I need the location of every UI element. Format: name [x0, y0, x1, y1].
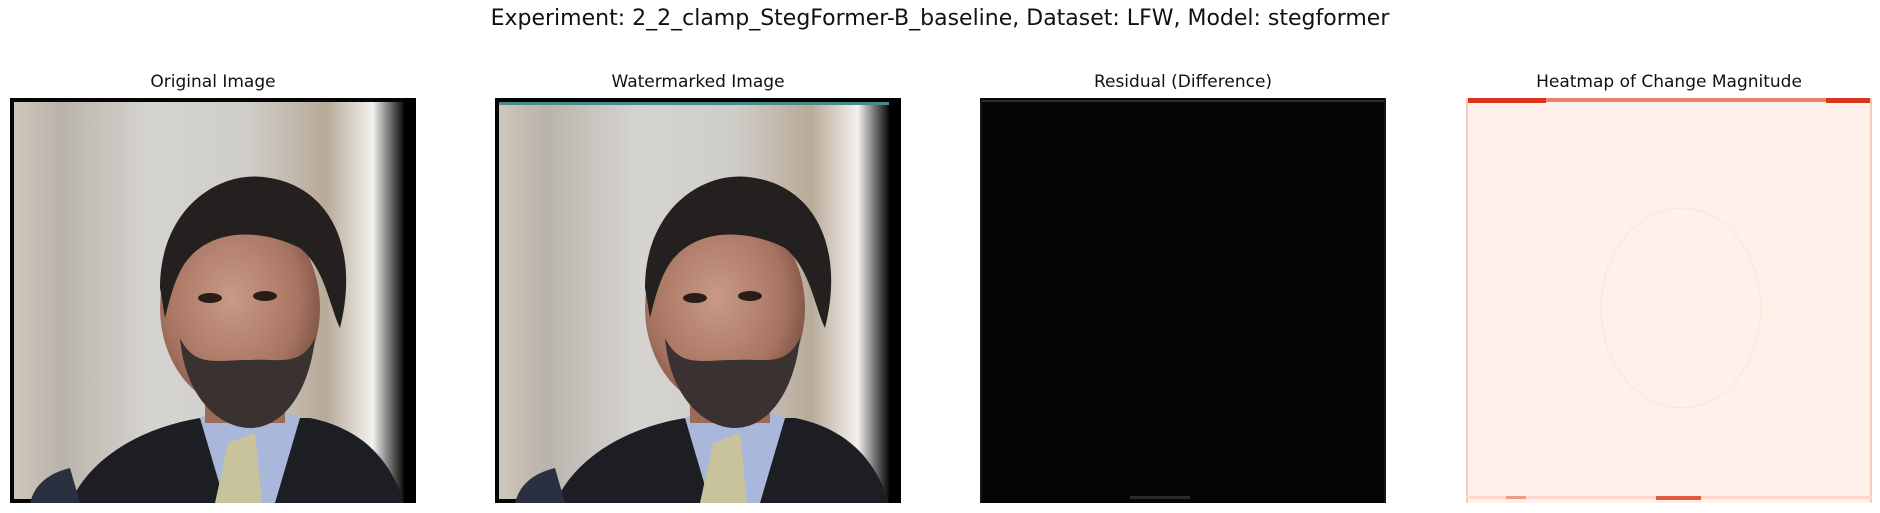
- panel-original: Original Image: [10, 70, 416, 503]
- panel-residual: Residual (Difference): [980, 70, 1386, 503]
- watermarked-portrait-photo: [495, 98, 901, 503]
- change-magnitude-heatmap: [1466, 98, 1872, 503]
- panel-heatmap: Heatmap of Change Magnitude: [1466, 70, 1872, 503]
- panel-title-original: Original Image: [150, 72, 276, 92]
- watermarked-image: [495, 98, 901, 503]
- original-image: [10, 98, 416, 503]
- panel-title-residual: Residual (Difference): [1093, 72, 1273, 92]
- original-portrait-photo: [10, 98, 416, 503]
- residual-image: [980, 98, 1386, 503]
- figure-suptitle: Experiment: 2_2_clamp_StegFormer-B_basel…: [490, 6, 1390, 31]
- heatmap-image: [1466, 98, 1872, 503]
- residual-difference-map: [980, 98, 1386, 503]
- panel-watermarked: Watermarked Image: [495, 70, 901, 503]
- panel-title-heatmap: Heatmap of Change Magnitude: [1536, 72, 1802, 92]
- panel-title-watermarked: Watermarked Image: [611, 72, 785, 92]
